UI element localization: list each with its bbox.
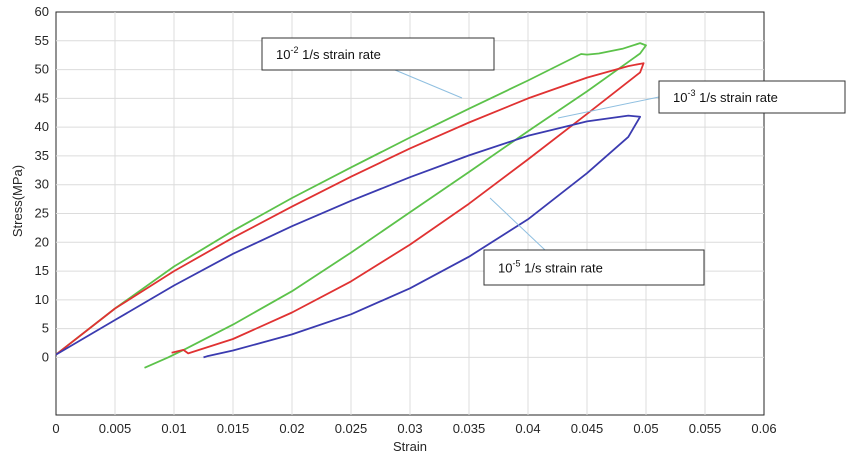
annotation-box xyxy=(483,249,705,286)
y-axis-ticks: 0 5 10 15 20 25 30 35 40 45 50 55 60 xyxy=(35,4,49,364)
annotation-label: 10-5 1/s strain rate xyxy=(498,259,603,276)
annotation-box xyxy=(261,37,495,71)
x-tick-label: 0.035 xyxy=(453,421,486,436)
x-axis-title: Strain xyxy=(393,439,427,454)
annotation-label: 10-2 1/s strain rate xyxy=(276,45,381,62)
annotation-leaders xyxy=(394,69,660,251)
x-tick-label: 0.03 xyxy=(397,421,422,436)
series-line-rate-1e-2 xyxy=(55,42,647,369)
x-tick-label: 0.025 xyxy=(335,421,368,436)
leader-line xyxy=(394,69,463,99)
series-lines xyxy=(55,42,647,369)
y-tick-label: 15 xyxy=(35,263,49,278)
y-tick-label: 60 xyxy=(35,4,49,19)
x-tick-label: 0.04 xyxy=(515,421,540,436)
x-tick-label: 0.01 xyxy=(161,421,186,436)
leader-line xyxy=(557,96,660,119)
y-tick-label: 45 xyxy=(35,90,49,105)
x-tick-label: 0.045 xyxy=(571,421,604,436)
x-tick-label: 0.015 xyxy=(217,421,250,436)
annotation-boxes: 10-2 1/s strain rate 10-3 1/s strain rate… xyxy=(261,37,846,286)
grid xyxy=(56,12,764,415)
x-tick-label: 0.055 xyxy=(689,421,722,436)
y-axis-title: Stress(MPa) xyxy=(10,165,25,237)
annotation-note-1e-5: 10-5 1/s strain rate xyxy=(483,249,705,286)
y-tick-label: 0 xyxy=(42,349,49,364)
annotation-note-1e-3: 10-3 1/s strain rate xyxy=(658,80,846,114)
y-tick-label: 10 xyxy=(35,292,49,307)
x-tick-label: 0 xyxy=(52,421,59,436)
x-tick-label: 0.05 xyxy=(633,421,658,436)
y-tick-label: 20 xyxy=(35,234,49,249)
leader-line xyxy=(489,197,546,251)
annotation-box xyxy=(658,80,846,114)
annotation-note-1e-2: 10-2 1/s strain rate xyxy=(261,37,495,71)
y-tick-label: 50 xyxy=(35,62,49,77)
annotation-label: 10-3 1/s strain rate xyxy=(673,88,778,105)
y-tick-label: 25 xyxy=(35,206,49,221)
y-tick-label: 5 xyxy=(42,321,49,336)
x-axis-ticks: 0 0.005 0.01 0.015 0.02 0.025 0.03 0.035 0.04 0.0… xyxy=(52,421,776,436)
y-tick-label: 35 xyxy=(35,148,49,163)
x-tick-label: 0.06 xyxy=(751,421,776,436)
series-line-rate-1e-5 xyxy=(55,114,641,359)
y-tick-label: 55 xyxy=(35,33,49,48)
x-tick-label: 0.02 xyxy=(279,421,304,436)
y-tick-label: 40 xyxy=(35,119,49,134)
x-tick-label: 0.005 xyxy=(99,421,132,436)
y-tick-label: 30 xyxy=(35,177,49,192)
series-line-rate-1e-3 xyxy=(55,62,645,356)
